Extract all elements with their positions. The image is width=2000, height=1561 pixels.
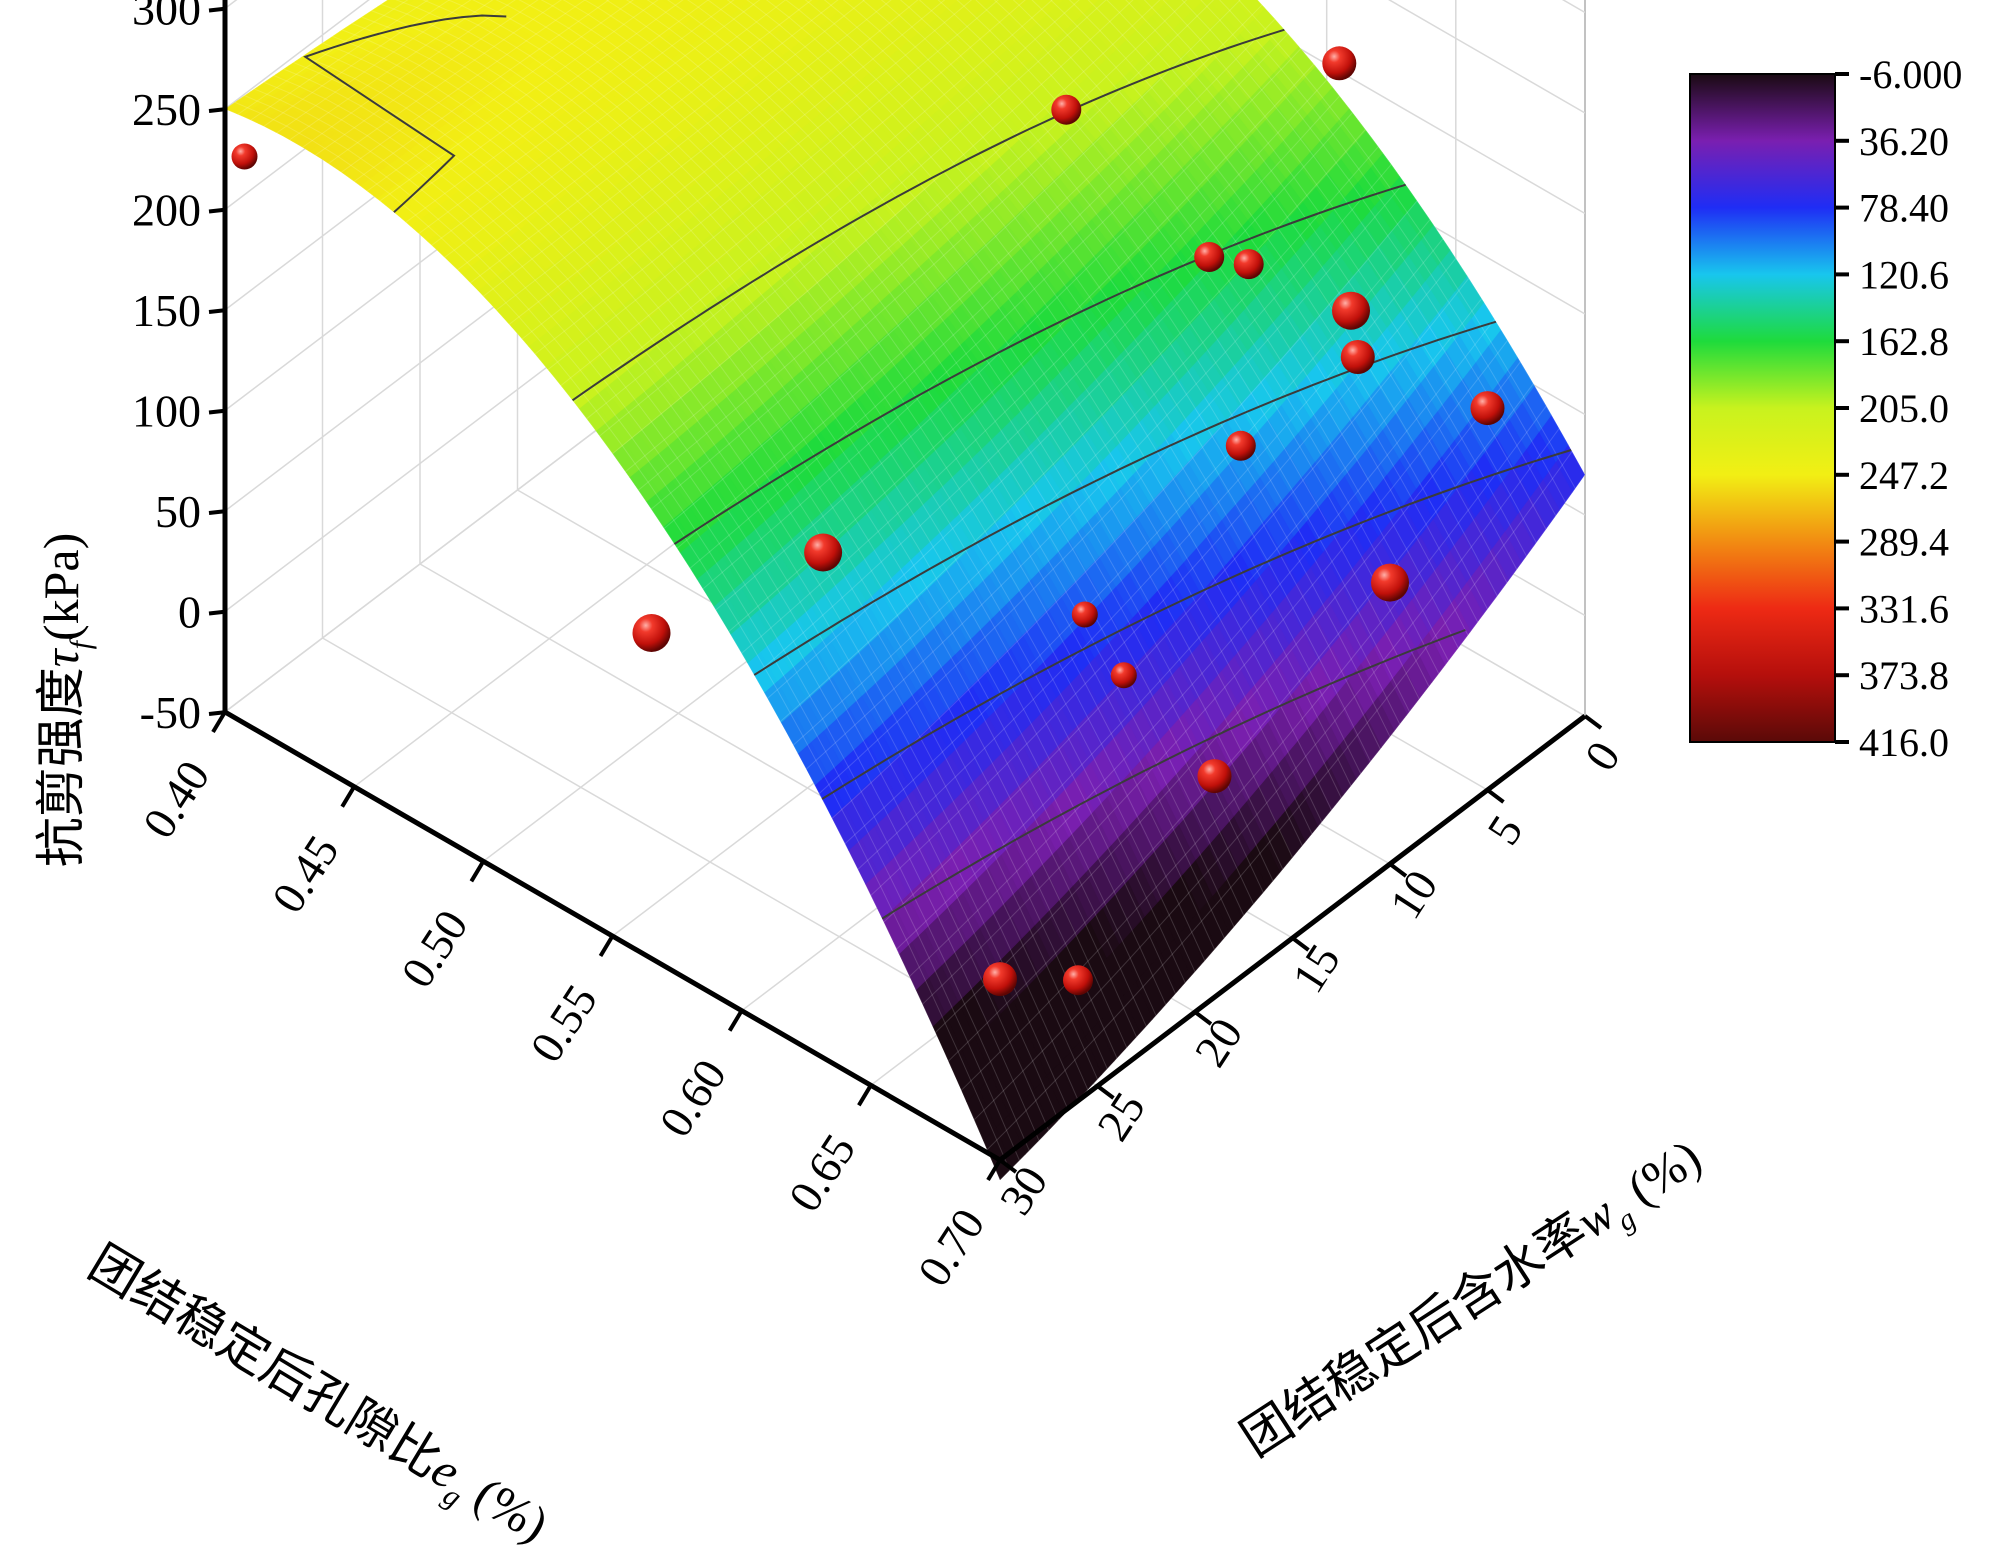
colorbar-label: 416.0	[1859, 720, 1949, 765]
data-point	[1340, 340, 1375, 374]
z-tick	[208, 308, 228, 314]
z-tick-label: 0	[178, 587, 201, 638]
y-tick	[1583, 714, 1603, 730]
z-tick-label: 250	[132, 84, 201, 135]
z-tick	[208, 408, 228, 415]
data-point	[1197, 759, 1232, 794]
z-tick	[208, 509, 228, 515]
colorbar-label: 205.0	[1859, 386, 1949, 431]
colorbar-gradient	[1689, 73, 1836, 743]
x-tick-label: 0.65	[779, 1125, 866, 1220]
colorbar-label: 373.8	[1859, 653, 1949, 698]
x-tick-label: 0.50	[391, 901, 478, 996]
colorbar: -6.000 36.20 78.40 120.6 162.8 205.0 247.2 289.…	[1689, 52, 1962, 765]
data-point	[1225, 430, 1256, 461]
data-point	[1110, 662, 1137, 689]
y-tick-label: 10	[1380, 861, 1448, 927]
z-tick-label: 200	[132, 185, 201, 236]
data-point	[632, 614, 671, 652]
y-tick-label: 15	[1282, 935, 1350, 1001]
colorbar-label: 247.2	[1859, 453, 1949, 498]
data-point	[983, 962, 1017, 997]
data-point	[1233, 249, 1264, 280]
data-point	[1063, 965, 1093, 996]
data-points	[231, 46, 1505, 997]
x-tick	[211, 710, 227, 734]
data-point	[1371, 563, 1409, 602]
y-axis-title: 团结稳定后含水率wg (%)	[1231, 1128, 1715, 1473]
y-tick-label: 20	[1185, 1009, 1253, 1075]
x-tick	[727, 1009, 744, 1032]
z-tick-label: 100	[132, 386, 201, 437]
data-point	[804, 533, 843, 572]
z-tick-label: 50	[155, 486, 201, 537]
x-tick-label: 0.60	[649, 1050, 736, 1145]
x-tick-label: 0.45	[262, 826, 349, 921]
z-tick	[208, 107, 228, 113]
z-tick-label: 300	[132, 0, 201, 35]
data-point	[1332, 291, 1370, 330]
surface-contours	[303, 14, 1572, 920]
x-tick-label: 0.70	[908, 1200, 995, 1295]
y-tick	[998, 1158, 1018, 1174]
data-point	[1051, 94, 1082, 125]
x-tick	[469, 860, 486, 883]
y-tick	[1193, 1010, 1213, 1026]
fitted-surface	[225, 0, 1585, 1181]
x-tick	[598, 934, 615, 958]
data-point	[1194, 242, 1225, 272]
data-point	[231, 143, 258, 170]
z-tick-label: -50	[140, 687, 201, 738]
x-tick	[986, 1158, 1002, 1182]
colorbar-label: 289.4	[1859, 520, 1949, 565]
y-tick	[1486, 788, 1505, 804]
z-tick	[208, 6, 228, 13]
z-tick	[208, 207, 228, 214]
z-tick	[208, 609, 228, 616]
y-tick-label: 5	[1477, 806, 1532, 853]
colorbar-label: 162.8	[1859, 319, 1949, 364]
colorbar-label: 36.20	[1859, 119, 1949, 164]
x-tick	[340, 785, 356, 808]
y-tick-label: 25	[1087, 1083, 1155, 1149]
data-point	[1322, 46, 1357, 81]
z-tick-label: 150	[132, 285, 201, 336]
x-axis-title: 团结稳定后孔隙比eg (%)	[75, 1234, 558, 1559]
data-point	[1470, 391, 1505, 426]
x-tick	[857, 1084, 873, 1107]
surface-mesh	[225, 0, 1585, 1181]
y-tick	[1388, 862, 1408, 878]
data-point	[1071, 601, 1098, 628]
y-tick	[1096, 1084, 1115, 1100]
y-tick-label: 0	[1575, 732, 1630, 779]
y-tick	[1291, 936, 1310, 952]
colorbar-label: -6.000	[1859, 52, 1962, 97]
z-axis-title: 抗剪强度τf(kPa)	[33, 533, 97, 868]
colorbar-label: 78.40	[1859, 186, 1949, 231]
colorbar-label: 331.6	[1859, 586, 1949, 631]
x-tick-label: 0.55	[520, 976, 607, 1071]
colorbar-label: 120.6	[1859, 252, 1949, 297]
x-tick-label: 0.40	[133, 752, 220, 847]
